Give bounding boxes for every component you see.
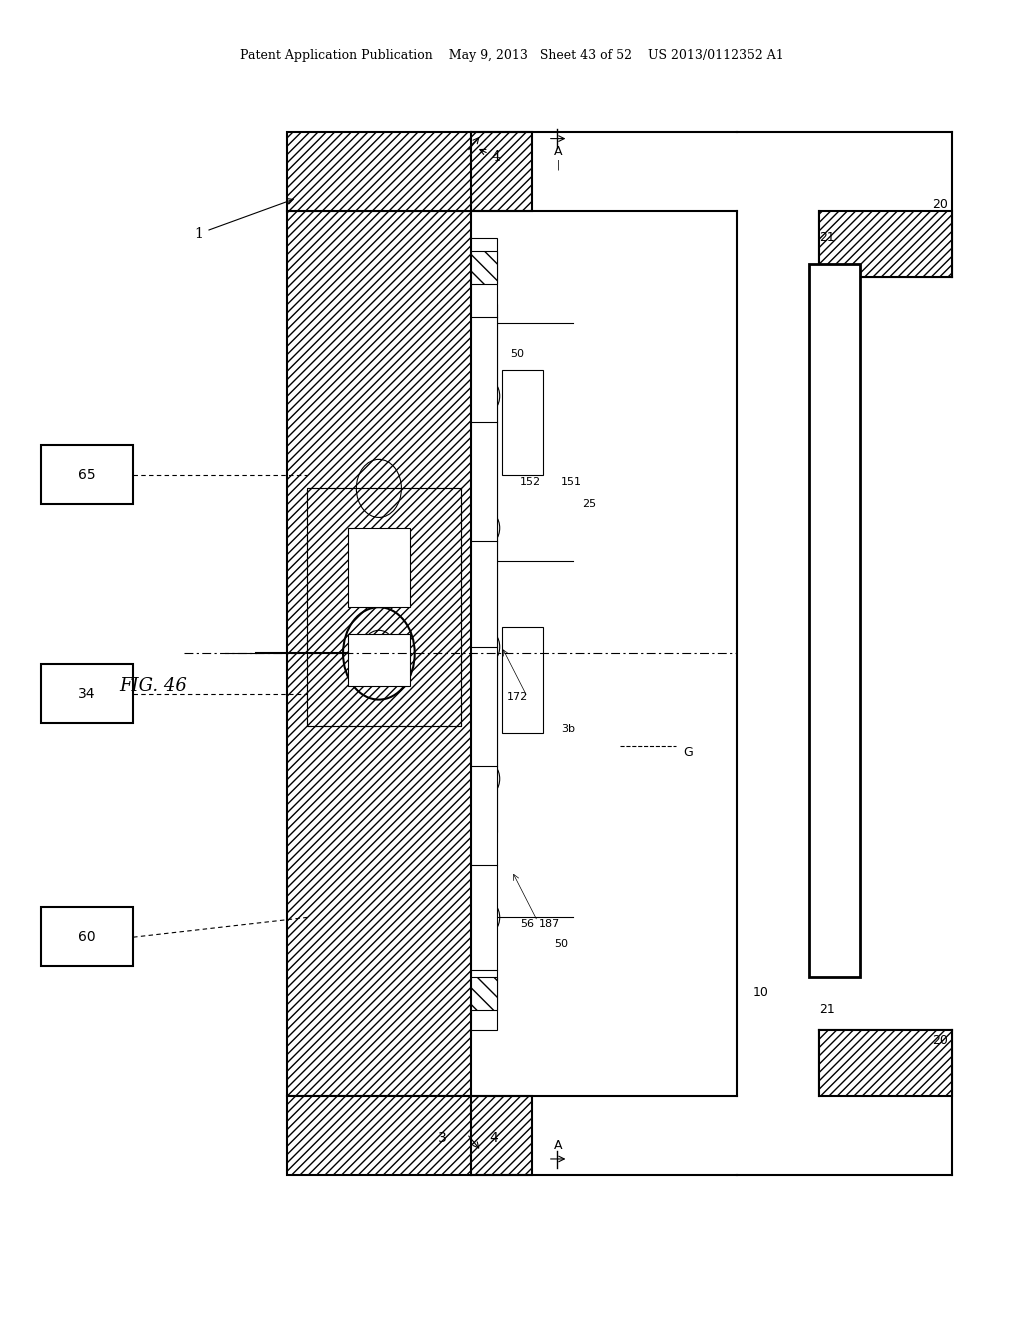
Bar [471,977,497,1010]
Text: 152: 152 [519,477,541,487]
Bar [41,907,133,966]
Text: 3: 3 [438,1131,446,1144]
Bar [471,251,497,284]
Bar [287,132,532,211]
Bar [819,1030,952,1096]
Text: 50: 50 [510,348,524,359]
Text: 21: 21 [819,231,835,244]
Text: 151: 151 [561,477,583,487]
Text: 34: 34 [78,688,96,701]
Bar [307,488,461,726]
Bar [471,238,497,1030]
Text: 21: 21 [819,1003,835,1016]
Bar [287,211,471,1096]
Bar [307,488,461,726]
Text: 187: 187 [539,919,560,929]
Bar [348,528,410,607]
Text: 20: 20 [932,1034,948,1047]
Bar [502,370,543,475]
Text: 20: 20 [932,198,948,211]
Text: 10: 10 [753,986,769,999]
Text: 65: 65 [78,469,96,482]
Text: Patent Application Publication    May 9, 2013   Sheet 43 of 52    US 2013/011235: Patent Application Publication May 9, 20… [240,49,784,62]
Text: G: G [683,746,693,759]
Bar [287,1096,532,1175]
Text: 3b: 3b [561,723,575,734]
Text: 4: 4 [480,149,501,164]
Bar [41,664,133,723]
Text: 1: 1 [195,199,293,240]
Bar [348,634,410,686]
Bar [809,264,860,977]
Text: 60: 60 [78,931,96,944]
Bar [502,627,543,733]
Text: 4: 4 [489,1131,498,1144]
Bar [471,304,497,832]
Bar [41,445,133,504]
Text: |: | [556,160,560,170]
Text: FIG. 46: FIG. 46 [120,677,187,696]
Text: 172: 172 [507,692,527,702]
Text: A: A [554,1139,562,1152]
Text: 56: 56 [520,919,535,929]
Text: A: A [554,145,562,158]
Bar [819,211,952,277]
Text: 25: 25 [582,499,596,510]
Text: 50: 50 [554,939,568,949]
